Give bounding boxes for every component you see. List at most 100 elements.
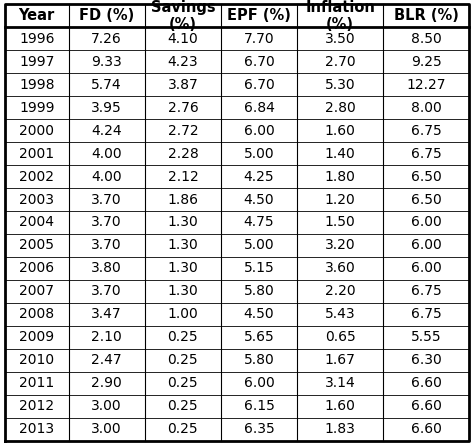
Text: 2004: 2004 (19, 215, 54, 230)
Text: 2000: 2000 (19, 124, 54, 138)
Text: 3.70: 3.70 (91, 239, 122, 252)
Text: 0.25: 0.25 (168, 422, 198, 436)
Text: 5.00: 5.00 (244, 239, 274, 252)
Text: 3.87: 3.87 (167, 78, 198, 92)
Text: 1.50: 1.50 (325, 215, 356, 230)
Text: 1999: 1999 (19, 101, 55, 115)
Text: 1998: 1998 (19, 78, 55, 92)
Text: 2001: 2001 (19, 147, 54, 161)
Text: 8.50: 8.50 (411, 32, 442, 46)
Text: 5.80: 5.80 (244, 353, 274, 367)
Text: 1.30: 1.30 (167, 284, 198, 298)
Text: 4.50: 4.50 (244, 307, 274, 321)
Text: 2009: 2009 (19, 330, 54, 344)
Text: 6.60: 6.60 (411, 422, 442, 436)
Text: 6.70: 6.70 (244, 78, 274, 92)
Text: 6.50: 6.50 (411, 193, 442, 206)
Text: 2.70: 2.70 (325, 55, 356, 69)
Text: 3.95: 3.95 (91, 101, 122, 115)
Text: 6.75: 6.75 (411, 284, 442, 298)
Text: 3.60: 3.60 (325, 261, 356, 275)
Text: 1.86: 1.86 (167, 193, 199, 206)
Text: 1.30: 1.30 (167, 215, 198, 230)
Text: 6.35: 6.35 (244, 422, 274, 436)
Text: 1997: 1997 (19, 55, 55, 69)
Text: 7.26: 7.26 (91, 32, 122, 46)
Text: BLR (%): BLR (%) (394, 8, 459, 24)
Text: 0.25: 0.25 (168, 353, 198, 367)
Text: 1.83: 1.83 (325, 422, 356, 436)
Text: 2.90: 2.90 (91, 376, 122, 390)
Text: 2011: 2011 (19, 376, 55, 390)
Text: 4.00: 4.00 (91, 147, 122, 161)
Text: 5.55: 5.55 (411, 330, 442, 344)
Text: 6.75: 6.75 (411, 124, 442, 138)
Text: 0.25: 0.25 (168, 330, 198, 344)
Text: 4.24: 4.24 (91, 124, 122, 138)
Text: 9.33: 9.33 (91, 55, 122, 69)
Text: Year: Year (18, 8, 55, 24)
Text: 5.00: 5.00 (244, 147, 274, 161)
Text: 1.20: 1.20 (325, 193, 356, 206)
Text: 5.15: 5.15 (244, 261, 274, 275)
Text: 6.00: 6.00 (411, 215, 442, 230)
Text: 3.70: 3.70 (91, 193, 122, 206)
Text: 4.25: 4.25 (244, 170, 274, 184)
Text: 3.14: 3.14 (325, 376, 356, 390)
Text: 3.80: 3.80 (91, 261, 122, 275)
Text: 2.12: 2.12 (167, 170, 198, 184)
Text: 0.65: 0.65 (325, 330, 356, 344)
Text: 3.20: 3.20 (325, 239, 356, 252)
Text: 5.74: 5.74 (91, 78, 122, 92)
Text: 4.50: 4.50 (244, 193, 274, 206)
Text: 6.00: 6.00 (411, 239, 442, 252)
Text: 0.25: 0.25 (168, 376, 198, 390)
Text: 6.00: 6.00 (244, 124, 274, 138)
Text: 2007: 2007 (19, 284, 54, 298)
Text: 2.80: 2.80 (325, 101, 356, 115)
Text: 2.20: 2.20 (325, 284, 356, 298)
Text: Inflation
(%): Inflation (%) (305, 0, 375, 32)
Text: 4.00: 4.00 (91, 170, 122, 184)
Text: 3.70: 3.70 (91, 215, 122, 230)
Text: 5.30: 5.30 (325, 78, 356, 92)
Text: 2008: 2008 (19, 307, 54, 321)
Text: 2013: 2013 (19, 422, 54, 436)
Text: 6.50: 6.50 (411, 170, 442, 184)
Text: 6.60: 6.60 (411, 399, 442, 413)
Text: 2002: 2002 (19, 170, 54, 184)
Text: 6.70: 6.70 (244, 55, 274, 69)
Text: 1.30: 1.30 (167, 261, 198, 275)
Text: 1.40: 1.40 (325, 147, 356, 161)
Text: 2005: 2005 (19, 239, 54, 252)
Text: 2010: 2010 (19, 353, 54, 367)
Text: 3.50: 3.50 (325, 32, 356, 46)
Text: 3.00: 3.00 (91, 399, 122, 413)
Text: 5.80: 5.80 (244, 284, 274, 298)
Text: 3.70: 3.70 (91, 284, 122, 298)
Text: 1.80: 1.80 (325, 170, 356, 184)
Text: 6.00: 6.00 (411, 261, 442, 275)
Text: 2012: 2012 (19, 399, 54, 413)
Text: 2.76: 2.76 (167, 101, 198, 115)
Text: 1.30: 1.30 (167, 239, 198, 252)
Text: 6.00: 6.00 (244, 376, 274, 390)
Text: Savings
(%): Savings (%) (151, 0, 215, 32)
Text: 4.75: 4.75 (244, 215, 274, 230)
Text: 5.43: 5.43 (325, 307, 356, 321)
Text: 2.72: 2.72 (168, 124, 198, 138)
Text: 1.00: 1.00 (167, 307, 198, 321)
Text: 5.65: 5.65 (244, 330, 274, 344)
Text: 6.30: 6.30 (411, 353, 442, 367)
Text: 3.47: 3.47 (91, 307, 122, 321)
Text: 2003: 2003 (19, 193, 54, 206)
Text: 8.00: 8.00 (411, 101, 442, 115)
Text: 3.00: 3.00 (91, 422, 122, 436)
Text: 6.84: 6.84 (244, 101, 274, 115)
Text: 6.75: 6.75 (411, 147, 442, 161)
Text: EPF (%): EPF (%) (227, 8, 291, 24)
Text: 6.60: 6.60 (411, 376, 442, 390)
Text: 1.60: 1.60 (325, 124, 356, 138)
Text: 12.27: 12.27 (407, 78, 446, 92)
Text: 6.75: 6.75 (411, 307, 442, 321)
